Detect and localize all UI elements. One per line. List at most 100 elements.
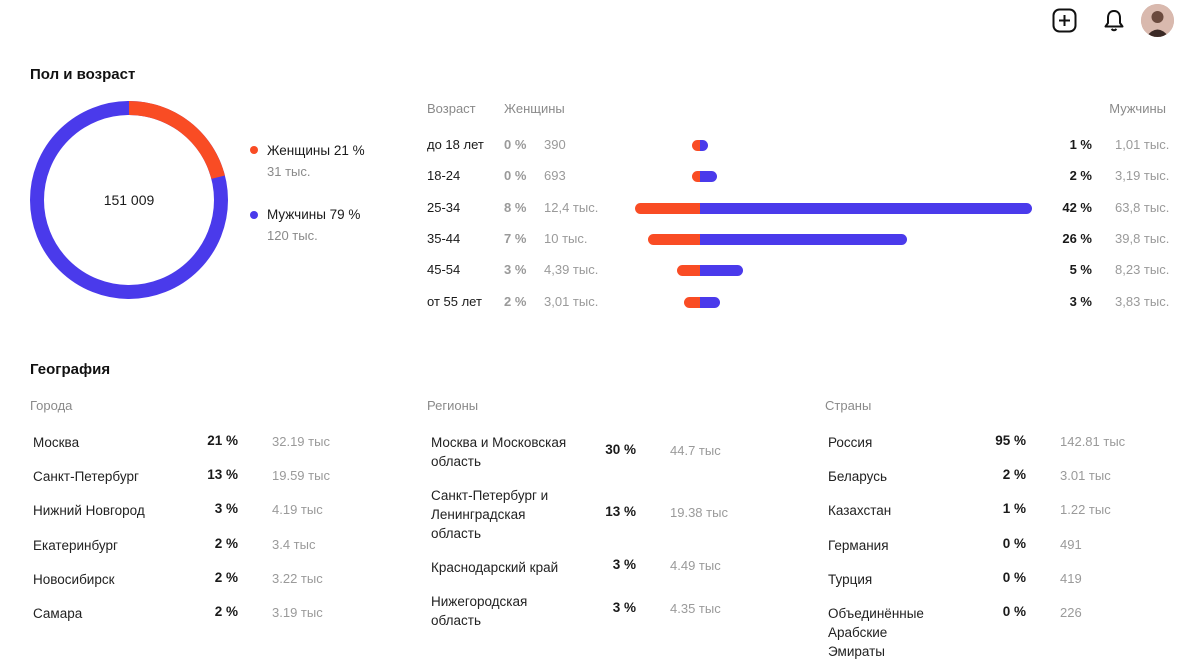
women-legend-dot <box>250 146 258 154</box>
city-abs: 3.19 тыс <box>272 605 323 620</box>
city-pct: 21 % <box>207 433 238 448</box>
country-pct: 95 % <box>995 433 1026 448</box>
men-bar <box>700 140 708 151</box>
avatar[interactable] <box>1141 4 1174 37</box>
region-abs: 4.35 тыс <box>670 601 721 616</box>
city-abs: 3.22 тыс <box>272 570 323 586</box>
donut-total: 151 009 <box>103 192 155 208</box>
men-pct: 42 % <box>1062 199 1092 215</box>
country-name: Турция <box>828 571 873 587</box>
country-abs: 1.22 тыс <box>1060 502 1111 518</box>
city-abs: 3.4 тыс <box>272 536 316 552</box>
region-pct: 13 % <box>605 504 636 519</box>
women-abs: 4,39 тыс. <box>544 262 599 278</box>
city-pct: 2 % <box>214 604 238 619</box>
city-pct: 3 % <box>214 501 238 517</box>
country-abs: 226 <box>1060 605 1082 620</box>
city-abs: 19.59 тыс <box>272 468 330 484</box>
country-name: Беларусь <box>828 469 888 485</box>
region-abs: 4.49 тыс <box>670 558 721 573</box>
header-age: Возраст <box>427 101 476 116</box>
women-abs: 693 <box>544 168 566 184</box>
region-pct: 3 % <box>612 557 636 572</box>
city-pct: 13 % <box>207 467 238 483</box>
men-abs: 3,83 тыс. <box>1115 293 1170 309</box>
header-men: Мужчины <box>1109 101 1166 116</box>
women-legend-sub: 31 тыс. <box>267 164 311 179</box>
age-label: от 55 лет <box>427 293 482 309</box>
women-bar <box>692 140 700 151</box>
country-pct: 2 % <box>1002 467 1026 483</box>
country-name: Казахстан <box>828 503 892 519</box>
men-bar <box>700 265 743 277</box>
country-abs: 3.01 тыс <box>1060 468 1111 484</box>
age-label: 35-44 <box>427 230 461 246</box>
country-pct: 1 % <box>1002 501 1026 517</box>
men-legend-sub: 120 тыс. <box>267 228 318 243</box>
women-abs: 3,01 тыс. <box>544 293 599 309</box>
region-abs: 19.38 тыс <box>670 505 728 520</box>
women-pct: 3 % <box>504 262 527 278</box>
country-abs: 491 <box>1060 536 1082 552</box>
city-name: Самара <box>33 606 83 621</box>
women-pct: 0 % <box>504 168 527 184</box>
men-bar <box>700 233 908 245</box>
women-bar <box>684 296 700 308</box>
gender-donut-chart <box>30 101 228 299</box>
women-abs: 390 <box>544 137 566 152</box>
women-pct: 0 % <box>504 137 527 152</box>
region-name: Краснодарский край <box>431 560 559 575</box>
bell-icon[interactable] <box>1100 7 1127 34</box>
age-label: 18-24 <box>427 168 461 184</box>
city-name: Санкт-Петербург <box>33 469 139 485</box>
men-bar <box>700 296 720 308</box>
region-name: Санкт-Петербург и Ленинградская область <box>431 488 549 541</box>
countries-label: Страны <box>825 398 872 413</box>
men-pct: 5 % <box>1069 262 1092 278</box>
city-abs: 4.19 тыс <box>272 502 323 518</box>
country-name: Россия <box>828 435 873 450</box>
men-abs: 63,8 тыс. <box>1115 199 1170 215</box>
women-abs: 12,4 тыс. <box>544 199 599 215</box>
city-pct: 2 % <box>214 569 238 585</box>
country-abs: 142.81 тыс <box>1060 434 1126 449</box>
country-pct: 0 % <box>1002 569 1026 585</box>
men-abs: 3,19 тыс. <box>1115 168 1170 184</box>
city-name: Новосибирск <box>33 571 115 587</box>
city-name: Екатеринбург <box>33 537 118 553</box>
age-label: до 18 лет <box>427 137 484 152</box>
men-abs: 39,8 тыс. <box>1115 230 1170 246</box>
men-legend-label: Мужчины 79 % <box>267 207 361 222</box>
men-pct: 1 % <box>1069 137 1092 152</box>
add-icon[interactable] <box>1051 7 1078 34</box>
country-pct: 0 % <box>1002 535 1026 551</box>
women-abs: 10 тыс. <box>544 230 588 246</box>
donut-women-arc <box>30 101 228 299</box>
men-bar <box>700 171 717 183</box>
city-pct: 2 % <box>214 535 238 551</box>
men-bar <box>700 202 1032 214</box>
regions-label: Регионы <box>427 398 479 413</box>
men-abs: 1,01 тыс. <box>1115 137 1170 152</box>
women-pct: 7 % <box>504 230 527 246</box>
region-pct: 3 % <box>612 600 636 615</box>
country-name: Объединённые Арабские Эмираты <box>828 606 924 659</box>
women-bar <box>635 202 700 214</box>
country-abs: 419 <box>1060 570 1082 586</box>
women-bar <box>677 265 700 277</box>
country-name: Германия <box>828 537 889 553</box>
women-bar <box>647 233 700 245</box>
men-pct: 2 % <box>1069 168 1092 184</box>
city-abs: 32.19 тыс <box>272 434 330 449</box>
men-legend-dot <box>250 211 258 219</box>
age-label: 25-34 <box>427 199 461 215</box>
header-women: Женщины <box>504 101 565 116</box>
cities-label: Города <box>30 398 73 413</box>
region-abs: 44.7 тыс <box>670 443 721 458</box>
region-name: Москва и Московская область <box>431 435 567 469</box>
city-name: Нижний Новгород <box>33 503 145 519</box>
section-title-geo: География <box>30 361 111 378</box>
women-bar <box>692 171 700 183</box>
country-pct: 0 % <box>1002 604 1026 619</box>
women-pct: 2 % <box>504 293 527 309</box>
